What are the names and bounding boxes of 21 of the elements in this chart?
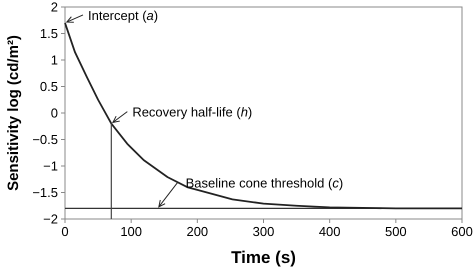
y-axis-title: Sensitivity log (cd/m²) — [5, 35, 22, 191]
y-tick-label: −1.5 — [32, 185, 58, 200]
x-tick-label: 400 — [318, 224, 341, 239]
y-tick-label: −2 — [43, 212, 58, 226]
annotation: Intercept (a) — [88, 8, 158, 23]
y-tick-label: 1.5 — [40, 26, 58, 41]
x-tick-label: 0 — [61, 224, 69, 239]
x-tick-label: 100 — [120, 224, 142, 239]
x-axis-title: Time (s) — [231, 248, 296, 267]
y-tick-label: 0 — [50, 106, 58, 120]
x-tick-label: 600 — [451, 224, 473, 239]
y-tick-label: 1 — [50, 52, 58, 68]
annotation: Baseline cone threshold (c) — [186, 175, 344, 190]
y-tick-label: 0.5 — [40, 79, 58, 94]
y-tick-label: −0.5 — [32, 132, 58, 147]
x-tick-label: 500 — [384, 224, 407, 239]
y-tick-label: 2 — [50, 0, 58, 14]
y-tick-label: −1 — [43, 158, 58, 174]
x-tick-label: 200 — [186, 224, 208, 239]
x-tick-label: 300 — [252, 224, 274, 239]
annotation: Recovery half-life (h) — [132, 104, 252, 120]
